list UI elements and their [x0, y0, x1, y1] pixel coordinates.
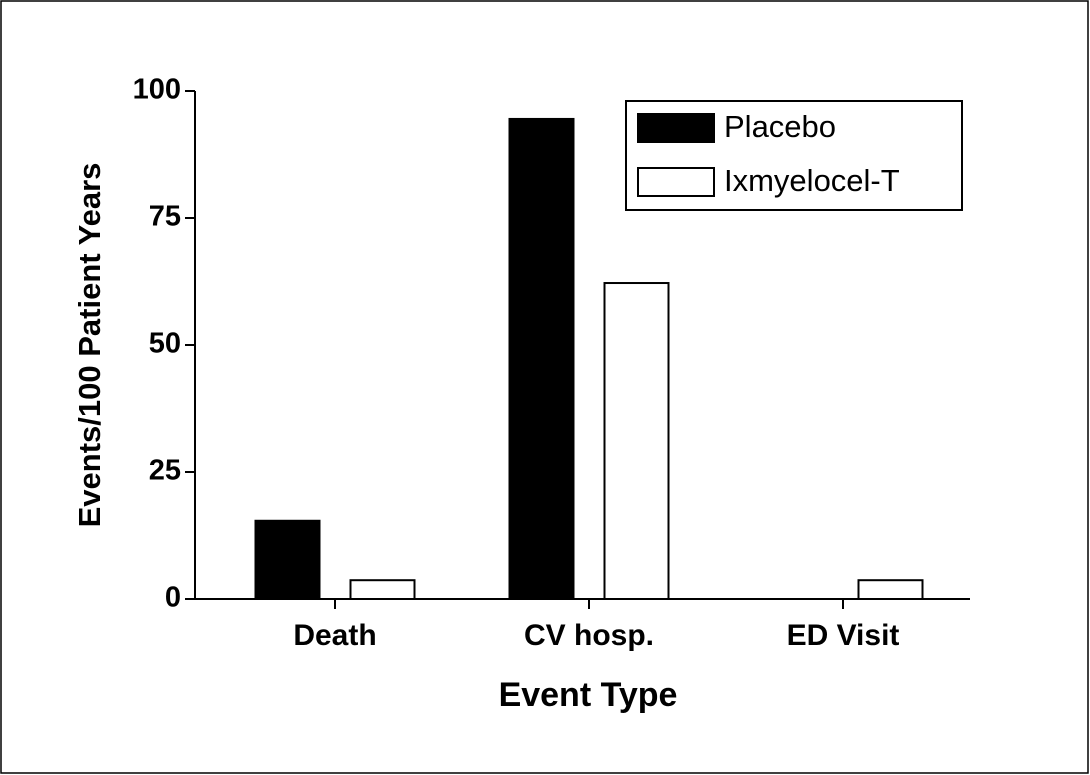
- legend-swatch: [637, 113, 715, 143]
- legend-label: Ixmyelocel-T: [724, 163, 900, 198]
- legend-label: Placebo: [724, 109, 836, 144]
- y-tick-label: 0: [165, 582, 181, 614]
- y-axis-label: Events/100 Patient Years: [72, 163, 107, 528]
- bar: [857, 579, 924, 600]
- y-tick-label: 100: [133, 74, 181, 106]
- x-tick-label: ED Visit: [787, 619, 900, 652]
- x-tick-label: Death: [293, 619, 376, 652]
- x-tick-label: CV hosp.: [524, 619, 654, 652]
- y-tick-label: 75: [149, 201, 181, 233]
- bar: [603, 282, 670, 600]
- legend-swatch: [637, 167, 715, 197]
- y-tick-label: 50: [149, 328, 181, 360]
- y-tick-label: 25: [149, 455, 181, 487]
- bar: [254, 519, 321, 601]
- bar: [349, 579, 416, 600]
- x-axis-label: Event Type: [499, 676, 678, 714]
- bar: [508, 117, 575, 600]
